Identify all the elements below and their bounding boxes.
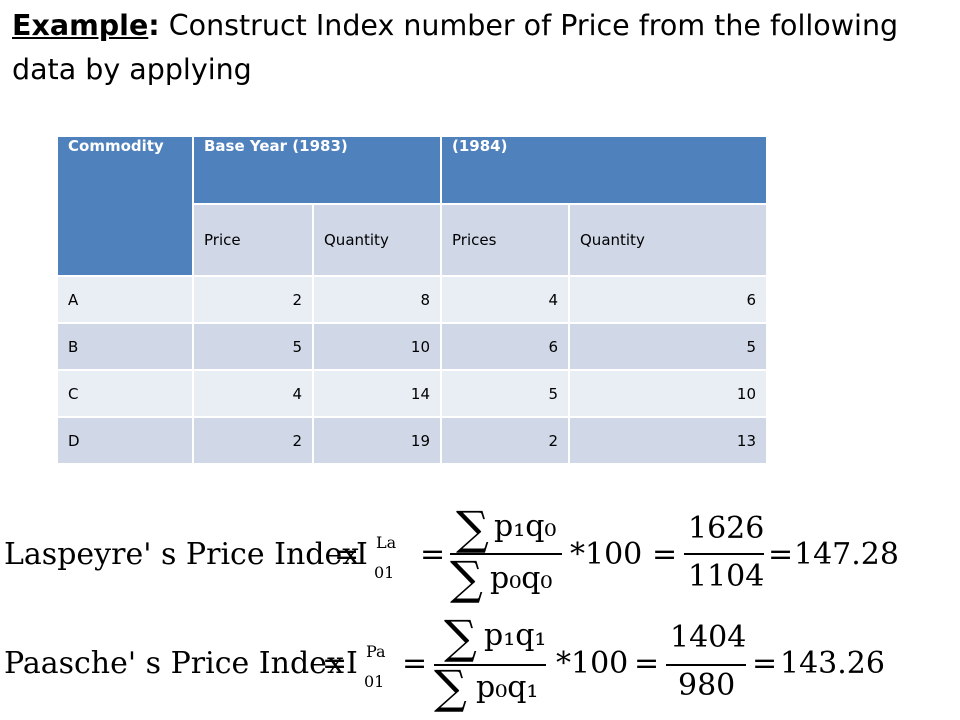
cell-current-quantity: 5 — [568, 322, 768, 371]
paasche-num-value: 1404 — [670, 620, 747, 655]
cell-current-quantity: 10 — [568, 369, 768, 418]
paasche-multiplier: *100 — [556, 646, 629, 681]
cell-base-price: 4 — [192, 369, 314, 418]
fraction-bar — [434, 664, 546, 666]
cell-base-quantity: 19 — [312, 416, 442, 465]
cell-current-price: 5 — [440, 369, 570, 418]
header-commodity: Commodity — [56, 135, 194, 277]
laspeyres-subscript: 01 — [374, 563, 395, 582]
laspeyres-denominator: p₀q₀ — [490, 561, 553, 596]
subheader-current-prices: Prices — [440, 203, 570, 277]
table-row: C 4 14 5 10 — [56, 369, 768, 418]
header-current-year: (1984) — [440, 135, 768, 205]
cell-current-price: 4 — [440, 275, 570, 324]
cell-base-quantity: 14 — [312, 369, 442, 418]
price-data-table: Commodity Base Year (1983) (1984) Price … — [56, 135, 768, 465]
paasche-eq-1: = — [322, 646, 348, 681]
title-line2: data by applying — [12, 53, 252, 86]
cell-base-price: 2 — [192, 416, 314, 465]
paasche-eq-4: = — [752, 646, 778, 681]
laspeyres-numerator: p₁q₀ — [494, 509, 557, 544]
paasche-den-value: 980 — [678, 668, 736, 703]
paasche-result: 143.26 — [780, 646, 885, 681]
paasche-eq-2: = — [402, 646, 428, 681]
header-base-year: Base Year (1983) — [192, 135, 442, 205]
cell-base-price: 5 — [192, 322, 314, 371]
paasche-label: Paasche' s Price Index — [4, 646, 344, 681]
fraction-bar — [450, 553, 562, 555]
cell-current-quantity: 13 — [568, 416, 768, 465]
laspeyres-eq-4: = — [768, 537, 794, 572]
table-header-row: Commodity Base Year (1983) (1984) — [56, 135, 768, 277]
laspeyres-label: Laspeyre' s Price Index — [4, 537, 360, 572]
laspeyres-multiplier: *100 — [570, 537, 643, 572]
sum-icon: ∑ — [444, 610, 477, 664]
subheader-current-quantity: Quantity — [568, 203, 768, 277]
sum-icon: ∑ — [456, 501, 489, 555]
laspeyres-eq-2: = — [420, 537, 446, 572]
subheader-base-price: Price — [192, 203, 314, 277]
fraction-bar — [666, 664, 746, 666]
sum-icon: ∑ — [434, 660, 467, 714]
table-subheader-row: Price Quantity Prices Quantity — [57, 203, 768, 277]
paasche-eq-3: = — [634, 646, 660, 681]
paasche-denominator: p₀q₁ — [476, 670, 539, 705]
cell-base-price: 2 — [192, 275, 314, 324]
table-row: D 2 19 2 13 — [56, 416, 768, 465]
title-line1: Construct Index number of Price from the… — [159, 9, 899, 42]
slide-title: Example: Construct Index number of Price… — [12, 4, 952, 92]
laspeyres-superscript: La — [376, 533, 397, 552]
table-row: B 5 10 6 5 — [56, 322, 768, 371]
cell-commodity: D — [56, 416, 194, 465]
cell-commodity: A — [56, 275, 194, 324]
cell-commodity: B — [56, 322, 194, 371]
paasche-subscript: 01 — [364, 672, 385, 691]
cell-current-price: 6 — [440, 322, 570, 371]
title-colon: : — [148, 9, 160, 42]
cell-base-quantity: 8 — [312, 275, 442, 324]
subheader-base-quantity: Quantity — [312, 203, 442, 277]
table-row: A 2 8 4 6 — [56, 275, 768, 324]
laspeyres-eq-3: = — [652, 537, 678, 572]
title-example-word: Example — [12, 9, 149, 42]
cell-base-quantity: 10 — [312, 322, 442, 371]
paasche-index-symbol: I — [346, 646, 358, 681]
laspeyres-index-symbol: I — [356, 537, 368, 572]
cell-current-price: 2 — [440, 416, 570, 465]
cell-commodity: C — [56, 369, 194, 418]
laspeyres-num-value: 1626 — [688, 511, 765, 546]
sum-icon: ∑ — [450, 551, 483, 605]
fraction-bar — [684, 553, 764, 555]
laspeyres-eq-1: = — [334, 537, 360, 572]
paasche-superscript: Pa — [366, 642, 386, 661]
laspeyres-result: 147.28 — [794, 537, 899, 572]
paasche-numerator: p₁q₁ — [484, 618, 547, 653]
laspeyres-den-value: 1104 — [688, 559, 765, 594]
cell-current-quantity: 6 — [568, 275, 768, 324]
